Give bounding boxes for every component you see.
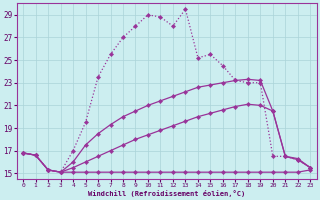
X-axis label: Windchill (Refroidissement éolien,°C): Windchill (Refroidissement éolien,°C) bbox=[88, 190, 245, 197]
